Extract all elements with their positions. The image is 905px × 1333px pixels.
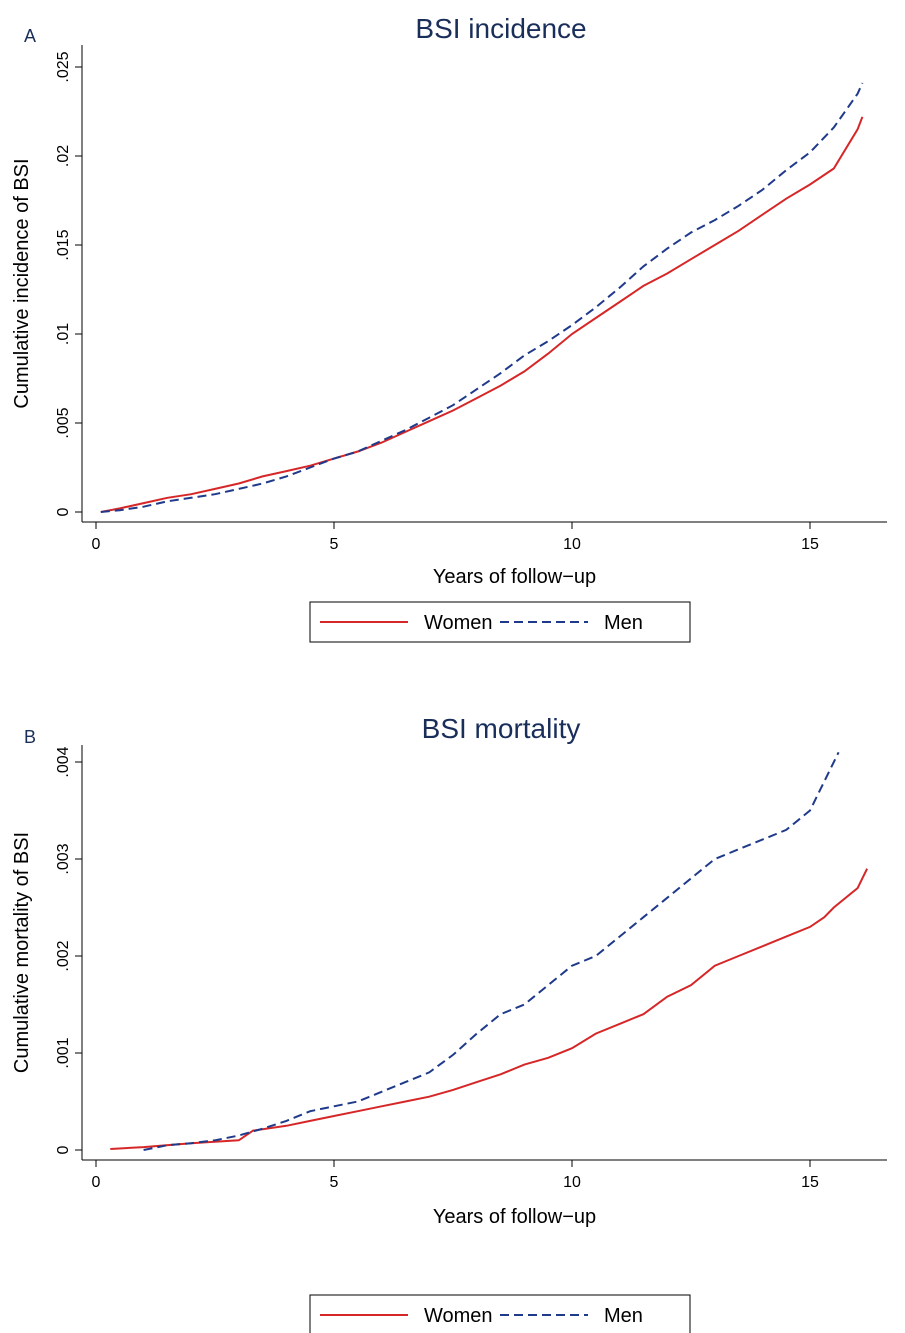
y-axis-label: Cumulative mortality of BSI [11, 832, 33, 1073]
legend-label-women: Women [424, 612, 493, 634]
y-tick-label: .005 [55, 407, 72, 438]
series-line-women [110, 868, 868, 1150]
x-tick-label: 5 [330, 1174, 339, 1191]
chart-title: BSI mortality [422, 713, 581, 744]
y-tick-label: .002 [55, 940, 72, 971]
x-tick-label: 10 [563, 536, 581, 553]
y-tick-label: .01 [55, 323, 72, 345]
y-axis-label: Cumulative incidence of BSI [11, 158, 33, 408]
y-tick-label: 0 [55, 507, 72, 516]
chart-panel-b [75, 745, 887, 1333]
panel-letter: A [24, 26, 36, 46]
chart-title: BSI incidence [415, 13, 586, 44]
x-tick-label: 0 [92, 1174, 101, 1191]
y-tick-label: .02 [55, 145, 72, 167]
legend-label-women: Women [424, 1305, 493, 1327]
panel-letter: B [24, 727, 36, 747]
series-line-men [143, 751, 840, 1151]
x-axis-label: Years of follow−up [433, 566, 596, 588]
x-axis-label: Years of follow−up [433, 1206, 596, 1228]
legend-label-men: Men [604, 1305, 643, 1327]
chart-panel-a [75, 45, 887, 643]
x-tick-label: 5 [330, 536, 339, 553]
x-tick-label: 15 [801, 1174, 819, 1191]
series-line-women [100, 116, 864, 513]
x-tick-label: 0 [92, 536, 101, 553]
legend-label-men: Men [604, 612, 643, 634]
x-tick-label: 10 [563, 1174, 581, 1191]
y-tick-label: .025 [55, 51, 72, 82]
y-tick-label: .015 [55, 229, 72, 260]
x-tick-label: 15 [801, 536, 819, 553]
y-tick-label: 0 [55, 1145, 72, 1154]
y-tick-label: .004 [55, 746, 72, 777]
series-line-men [100, 82, 864, 513]
y-tick-label: .003 [55, 843, 72, 874]
y-tick-label: .001 [55, 1037, 72, 1068]
